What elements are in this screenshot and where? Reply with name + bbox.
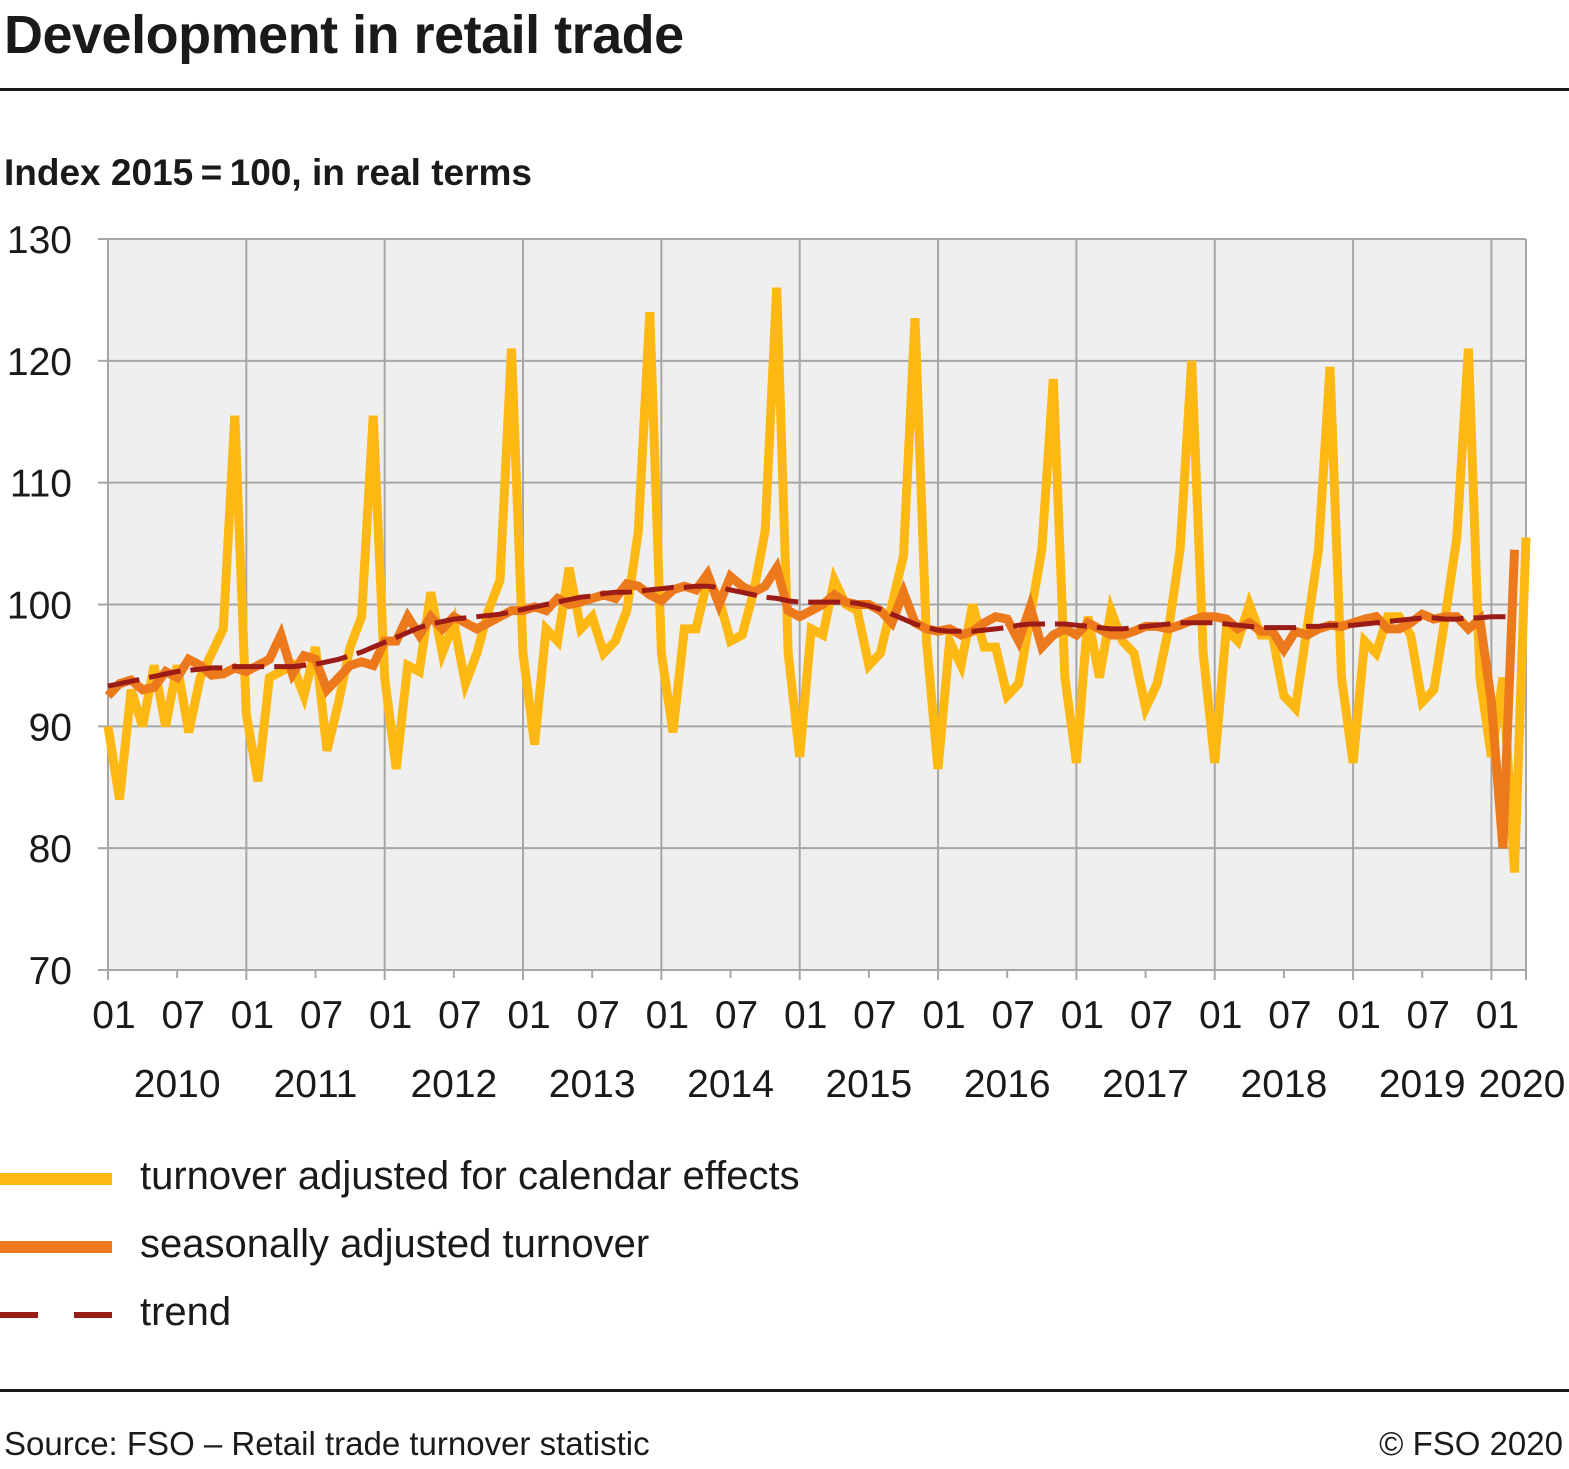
y-tick-label: 90 <box>29 706 72 749</box>
year-label: 2017 <box>1102 1063 1189 1106</box>
x-tick-label: 01 <box>922 994 965 1037</box>
x-tick-label: 01 <box>507 994 550 1037</box>
chart-subtitle: Index 2015 = 100, in real terms <box>4 152 532 193</box>
series-group <box>103 287 1531 873</box>
year-label: 2018 <box>1241 1063 1328 1106</box>
x-tick-label: 01 <box>92 994 135 1037</box>
year-label: 2020 <box>1479 1063 1566 1106</box>
line-chart: 70 80 90 100 110 120 130 01 07 01 07 01 07 01 07 01 07 01… <box>7 219 1565 1106</box>
y-tick-label: 100 <box>7 585 72 628</box>
legend-label-trend: trend <box>140 1290 232 1334</box>
x-tick-label: 07 <box>1407 994 1450 1037</box>
x-tick-label: 01 <box>1199 994 1242 1037</box>
tick-labels: 70 80 90 100 110 120 130 01 07 01 07 01 07 01 07 01 07 01… <box>7 219 1565 1106</box>
source-note: Source: FSO – Retail trade turnover stat… <box>4 1425 650 1462</box>
x-tick-label: 07 <box>161 994 204 1037</box>
legend-label-seasonal: seasonally adjusted turnover <box>140 1222 650 1266</box>
x-tick-label: 07 <box>853 994 896 1037</box>
x-tick-label: 01 <box>646 994 689 1037</box>
chart-title: Development in retail trade <box>4 5 684 65</box>
year-label: 2019 <box>1379 1063 1466 1106</box>
year-label: 2011 <box>274 1063 358 1106</box>
x-tick-label: 07 <box>438 994 481 1037</box>
legend-item-trend: trend <box>0 1292 1000 1332</box>
legend-swatch-calendar <box>0 1173 112 1185</box>
legend-item-seasonal: seasonally adjusted turnover <box>0 1224 1000 1264</box>
x-tick-label: 07 <box>1130 994 1173 1037</box>
x-tick-label: 07 <box>992 994 1035 1037</box>
series-line-trend <box>107 583 1515 689</box>
x-tick-label: 07 <box>300 994 343 1037</box>
year-label: 2015 <box>825 1063 912 1106</box>
axes <box>98 238 1526 978</box>
title-divider <box>0 88 1569 91</box>
x-tick-label: 07 <box>576 994 619 1037</box>
x-tick-label: 07 <box>1268 994 1311 1037</box>
footer-divider <box>0 1389 1569 1392</box>
x-tick-label: 01 <box>1061 994 1104 1037</box>
x-tick-label: 01 <box>1337 994 1380 1037</box>
legend-label-calendar: turnover adjusted for calendar effects <box>140 1154 800 1198</box>
year-label: 2010 <box>134 1063 221 1106</box>
y-tick-label: 110 <box>10 463 72 506</box>
y-tick-label: 120 <box>7 341 72 384</box>
x-tick-label: 01 <box>231 994 274 1037</box>
y-tick-label: 130 <box>7 219 72 262</box>
series-line-seasonal <box>104 549 1519 849</box>
year-label: 2014 <box>687 1063 774 1106</box>
x-tick-label: 01 <box>369 994 412 1037</box>
legend-swatch-trend <box>0 1312 112 1318</box>
x-tick-label: 07 <box>715 994 758 1037</box>
y-tick-label: 70 <box>29 950 72 993</box>
year-label: 2016 <box>964 1063 1051 1106</box>
legend-item-calendar: turnover adjusted for calendar effects <box>0 1156 1000 1196</box>
copyright-note: © FSO 2020 <box>1379 1425 1563 1462</box>
y-tick-label: 80 <box>29 828 72 871</box>
year-label: 2013 <box>549 1063 636 1106</box>
x-tick-label: 01 <box>1476 994 1519 1037</box>
x-tick-label: 01 <box>784 994 827 1037</box>
legend-swatch-seasonal <box>0 1241 112 1253</box>
year-label: 2012 <box>410 1063 497 1106</box>
